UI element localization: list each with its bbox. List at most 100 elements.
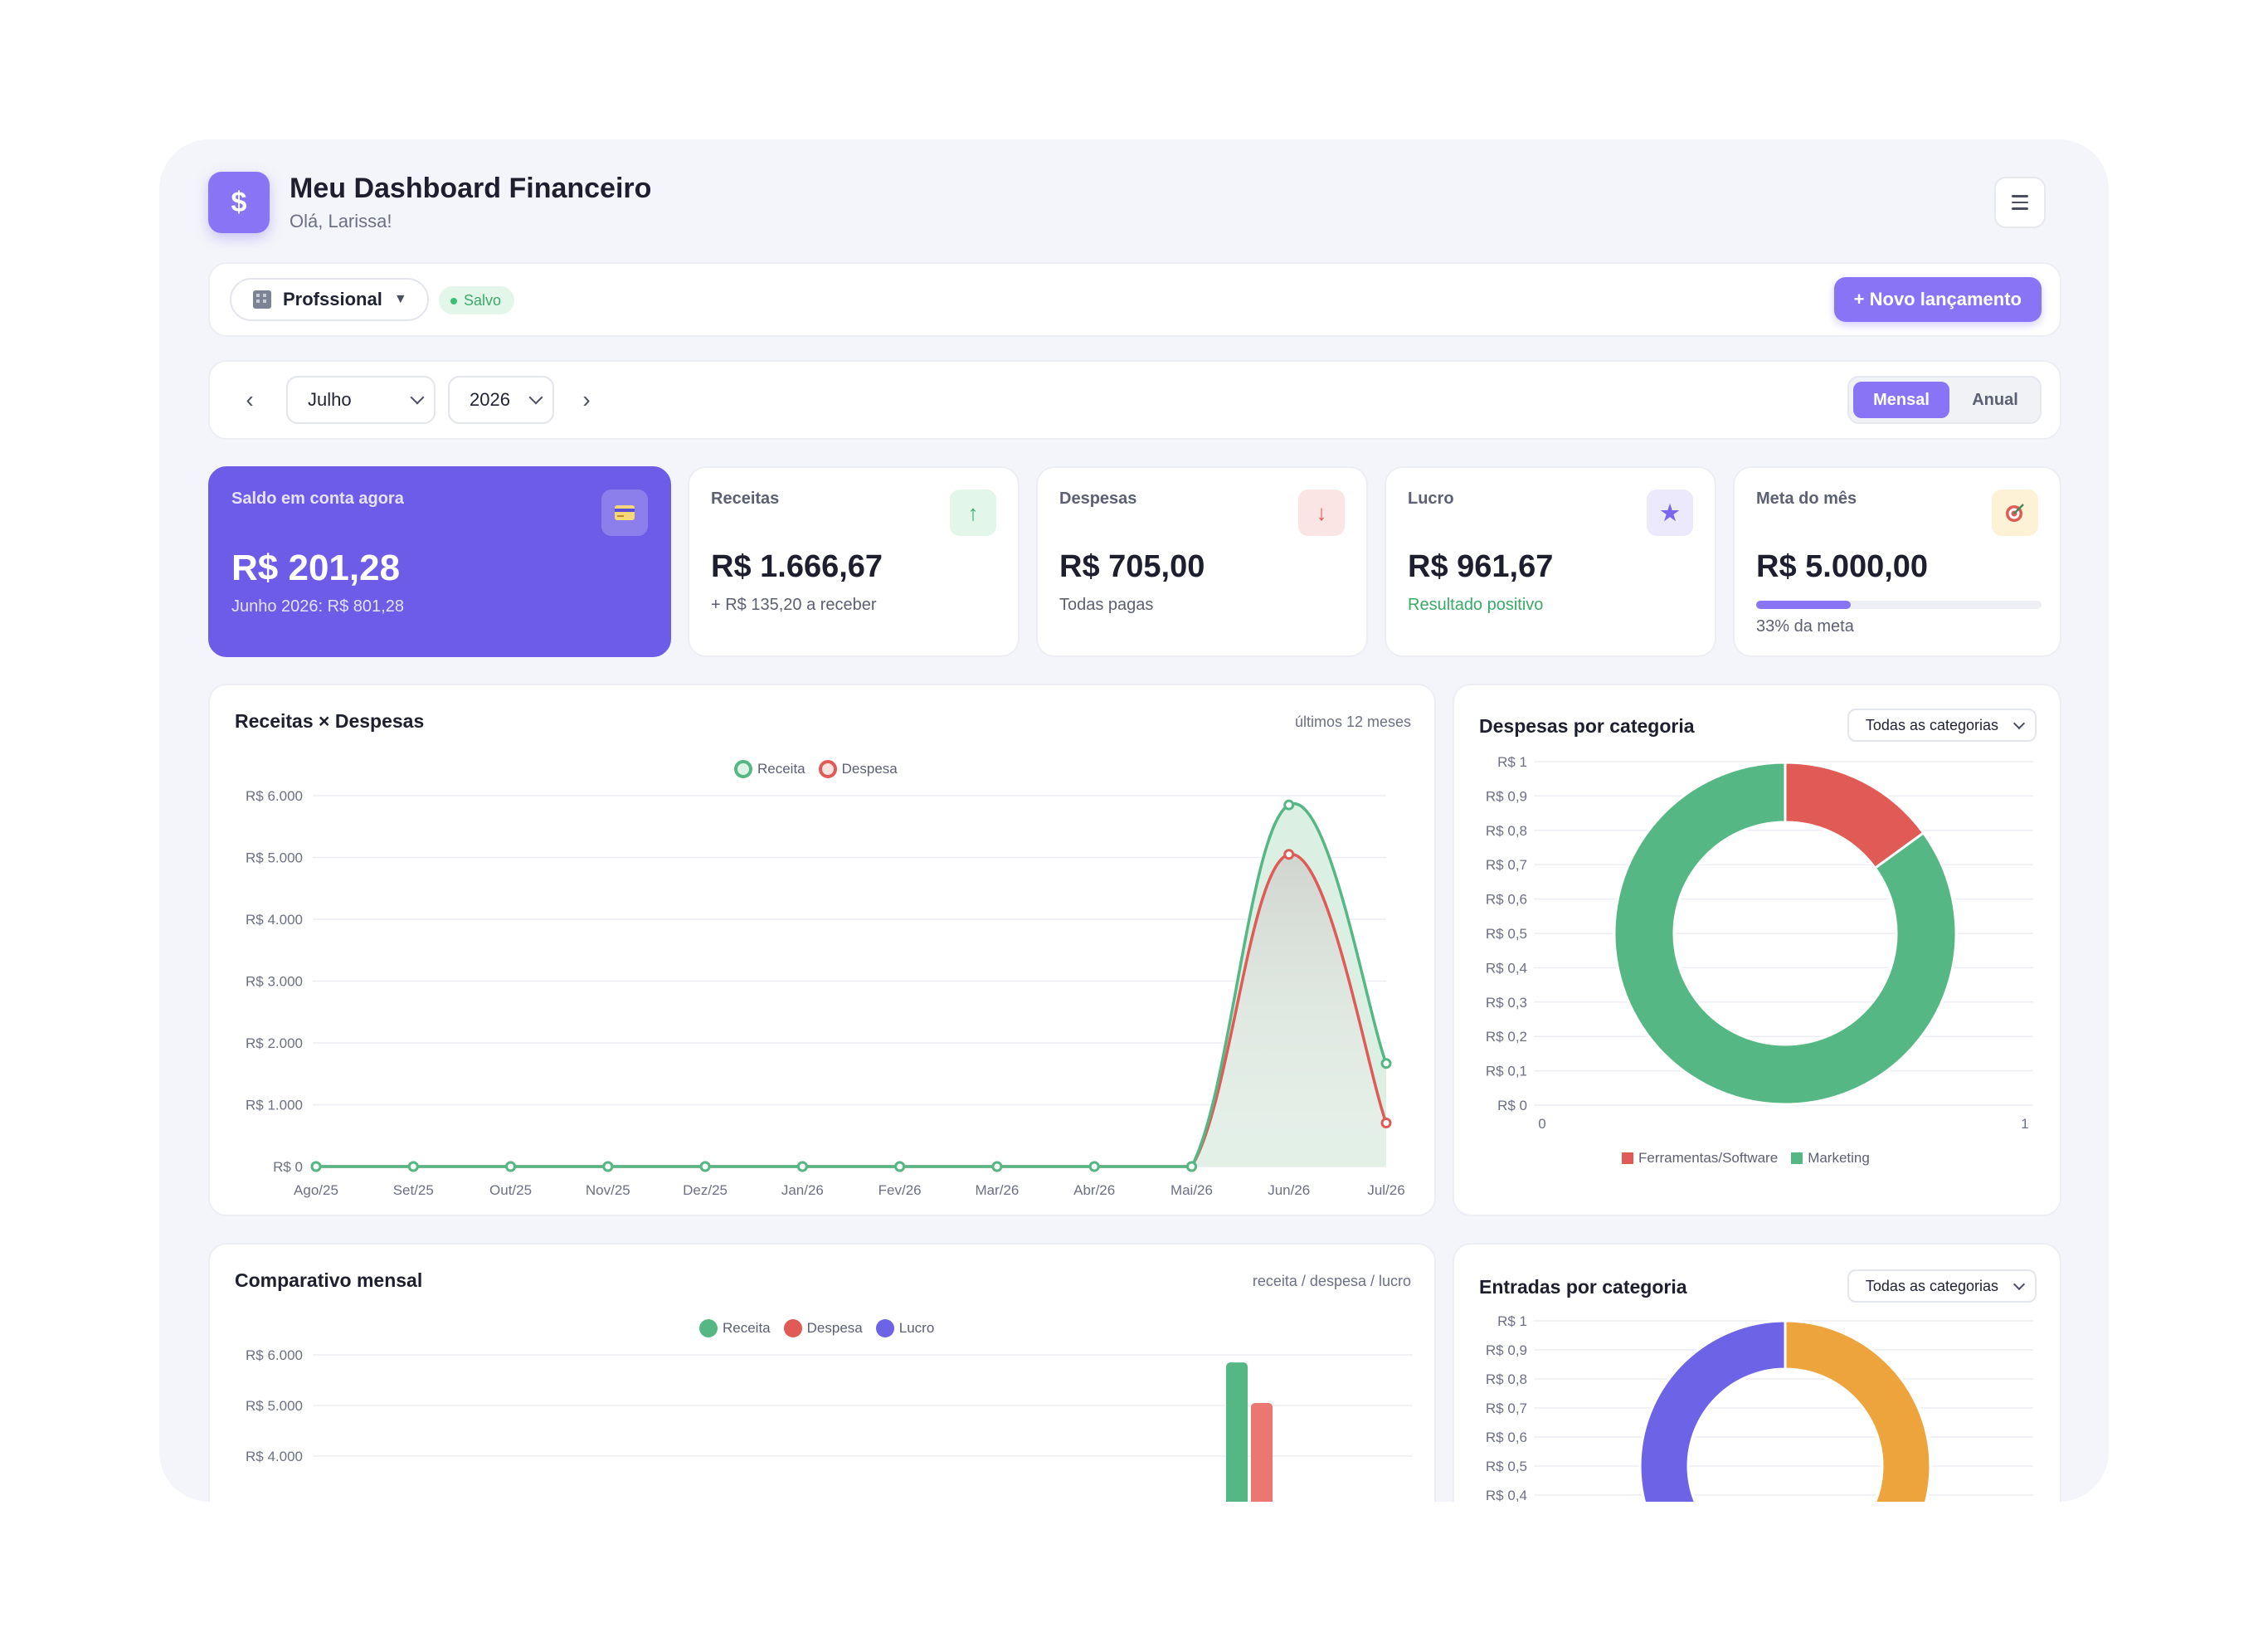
legend-bar-lucro-label: Lucro xyxy=(898,1320,935,1336)
profile-label: Profssional xyxy=(283,289,382,309)
legend-marketing-label: Marketing xyxy=(1808,1150,1870,1166)
data-point-receita xyxy=(1088,1161,1100,1172)
y-tick-label: R$ 0,1 xyxy=(1486,1064,1527,1079)
app-logo-dollar-icon: $ xyxy=(208,172,270,233)
legend-bar-despesa[interactable]: Despesa xyxy=(783,1319,863,1337)
x-tick-label: Nov/25 xyxy=(586,1182,630,1198)
legend-receita[interactable]: Receita xyxy=(734,760,805,778)
kpi-goal-card: Meta do mês R$ 5.000,00 33% da meta xyxy=(1733,466,2061,657)
kpi-income-value: R$ 1.666,67 xyxy=(711,549,883,584)
expense-category-filter[interactable]: Todas as categorias xyxy=(1847,709,2037,742)
legend-receita-swatch xyxy=(734,760,752,778)
saved-status-badge: Salvo xyxy=(439,286,515,314)
year-select[interactable]: 2026 xyxy=(448,376,554,424)
legend-bar-receita[interactable]: Receita xyxy=(699,1319,771,1337)
chevron-down-icon xyxy=(528,390,543,405)
bar-receita xyxy=(1226,1362,1248,1502)
arrow-down-icon: ↓ xyxy=(1298,490,1345,536)
bar-despesa xyxy=(1251,1402,1273,1502)
x-tick-label: Dez/25 xyxy=(683,1182,728,1198)
target-icon xyxy=(1992,490,2038,536)
y-tick-label: R$ 1.000 xyxy=(246,1098,303,1113)
income-donut-slice-1 xyxy=(1638,1319,1787,1502)
y-tick-label: R$ 1 xyxy=(1497,754,1527,770)
greeting: Olá, Larissa! xyxy=(290,211,392,231)
star-icon: ★ xyxy=(1647,490,1693,536)
income-donut-title: Entradas por categoria xyxy=(1479,1276,1687,1298)
y-tick-label: R$ 0 xyxy=(273,1159,303,1175)
next-month-chevron-right-icon[interactable]: › xyxy=(582,387,591,412)
legend-ferramentas[interactable]: Ferramentas/Software xyxy=(1622,1150,1778,1167)
y-tick-label: R$ 4.000 xyxy=(246,912,303,928)
kpi-balance-sub: Junho 2026: R$ 801,28 xyxy=(231,597,404,616)
expense-filter-value: Todas as categorias xyxy=(1865,716,1998,733)
y-tick-label: R$ 0 xyxy=(1497,1098,1527,1113)
profile-select[interactable]: Profssional ▼ xyxy=(230,278,429,321)
kpi-goal-sub: 33% da meta xyxy=(1756,617,1854,636)
data-point-receita xyxy=(1283,799,1295,811)
y-tick-label: R$ 4.000 xyxy=(246,1449,303,1464)
bar-chart-plot: R$ 4.000 R$ 5.000 R$ 6.000 xyxy=(246,1347,1413,1502)
y-tick-label: R$ 6.000 xyxy=(246,788,303,804)
dashboard-frame: $ Meu Dashboard Financeiro Olá, Larissa!… xyxy=(159,139,2109,1502)
data-point-receita xyxy=(407,1161,419,1172)
legend-despesa-label: Despesa xyxy=(841,761,898,777)
month-value: Julho xyxy=(308,389,352,410)
legend-bar-lucro[interactable]: Lucro xyxy=(875,1319,935,1337)
kpi-profit-sub: Resultado positivo xyxy=(1408,596,1544,614)
hamburger-menu-icon[interactable] xyxy=(1994,177,2046,228)
y-tick-label: R$ 0,4 xyxy=(1486,960,1527,976)
data-point-receita xyxy=(1185,1161,1197,1172)
view-mode-monthly[interactable]: Mensal xyxy=(1853,382,1949,418)
line-chart-plot: R$ 0 R$ 1.000 R$ 2.000 R$ 3.000 R$ 4.000 R$ 5… xyxy=(246,788,1405,1198)
y-tick-label: R$ 0,3 xyxy=(1486,995,1527,1011)
x-tick-label: Fev/26 xyxy=(878,1182,922,1198)
kpi-income-label: Receitas xyxy=(711,490,780,508)
line-chart-title: Receitas × Despesas xyxy=(235,710,425,732)
legend-ferramentas-label: Ferramentas/Software xyxy=(1638,1150,1779,1166)
building-icon xyxy=(253,290,271,309)
month-select[interactable]: Julho xyxy=(286,376,436,424)
y-tick-label: R$ 0,2 xyxy=(1486,1029,1527,1045)
kpi-profit-card: Lucro ★ R$ 961,67 Resultado positivo xyxy=(1385,466,1716,657)
y-tick-label: R$ 0,7 xyxy=(1486,1400,1527,1416)
legend-marketing[interactable]: Marketing xyxy=(1791,1150,1870,1167)
legend-marketing-swatch xyxy=(1791,1152,1803,1164)
monthly-comparison-card: Comparativo mensal receita / despesa / l… xyxy=(208,1243,1436,1502)
y-tick-label: R$ 3.000 xyxy=(246,974,303,990)
x-tick-label: Ago/25 xyxy=(294,1182,338,1198)
legend-bar-despesa-label: Despesa xyxy=(806,1320,863,1336)
data-point-receita xyxy=(1380,1058,1392,1069)
kpi-profit-label: Lucro xyxy=(1408,490,1454,508)
kpi-expenses-value: R$ 705,00 xyxy=(1059,549,1205,584)
prev-month-chevron-left-icon[interactable]: ‹ xyxy=(246,387,254,412)
y-tick-label: R$ 6.000 xyxy=(246,1347,303,1363)
income-filter-value: Todas as categorias xyxy=(1865,1277,1998,1294)
new-entry-button[interactable]: + Novo lançamento xyxy=(1833,277,2042,322)
legend-bar-receita-label: Receita xyxy=(723,1320,771,1336)
data-point-despesa xyxy=(1283,849,1295,860)
legend-despesa[interactable]: Despesa xyxy=(818,760,898,778)
expenses-by-category-card: Despesas por categoria Todas as categori… xyxy=(1453,684,2061,1216)
kpi-expenses-label: Despesas xyxy=(1059,490,1137,508)
y-tick-label: R$ 0,5 xyxy=(1486,926,1527,942)
line-chart-legend: Receita Despesa xyxy=(734,760,906,778)
kpi-profit-value: R$ 961,67 xyxy=(1408,549,1554,584)
expense-donut-legend: Ferramentas/Software Marketing xyxy=(1622,1150,1878,1167)
view-mode-annual[interactable]: Anual xyxy=(1972,390,2018,409)
period-toolbar: ‹ Julho 2026 › Mensal Anual xyxy=(208,360,2061,440)
kpi-balance-value: R$ 201,28 xyxy=(231,548,401,588)
credit-card-icon xyxy=(601,490,648,536)
bar-chart-note: receita / despesa / lucro xyxy=(1252,1273,1411,1289)
legend-receita-label: Receita xyxy=(757,761,805,777)
y-tick-label: R$ 0,6 xyxy=(1486,892,1527,908)
y-tick-label: R$ 0,9 xyxy=(1486,1342,1527,1358)
bar-chart-legend: Receita Despesa Lucro xyxy=(699,1319,942,1337)
y-tick-label: R$ 0,4 xyxy=(1486,1488,1527,1502)
y-tick-label: R$ 0,8 xyxy=(1486,1371,1527,1387)
kpi-goal-label: Meta do mês xyxy=(1756,490,1857,508)
income-category-filter[interactable]: Todas as categorias xyxy=(1847,1269,2037,1303)
x-tick-label: 0 xyxy=(1538,1116,1545,1132)
income-donut-slice-0 xyxy=(1784,1319,1932,1502)
kpi-expenses-sub: Todas pagas xyxy=(1059,596,1154,614)
